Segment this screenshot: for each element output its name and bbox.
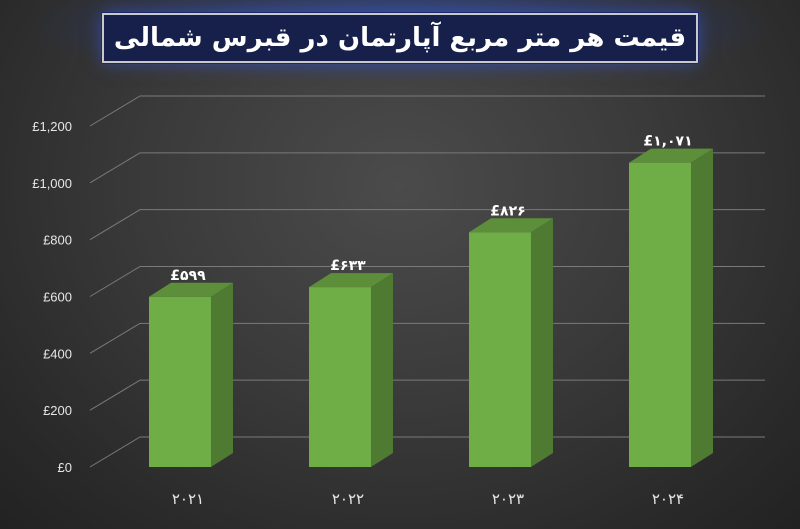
y-tick-label: £1,200 — [32, 119, 72, 134]
bar-top — [309, 273, 393, 288]
gridline — [89, 436, 765, 468]
gridline — [89, 95, 765, 127]
x-category-label: ۲۰۲۳ — [492, 490, 524, 508]
x-category-label: ۲۰۲۴ — [652, 490, 684, 508]
gridline — [89, 266, 765, 297]
y-axis-ticks: £0 £200 £400 £600 £800 £1,000 £1,200 — [32, 119, 72, 475]
y-tick-label: £600 — [43, 290, 72, 305]
bar-front — [469, 232, 531, 467]
bar-front — [309, 287, 371, 467]
y-tick-label: £1,000 — [32, 176, 72, 191]
bar-value-label: £۸۲۶ — [490, 203, 525, 219]
x-axis-categories: ۲۰۲۱ ۲۰۲۲ ۲۰۲۳ ۲۰۲۴ — [172, 490, 684, 508]
bar-top — [629, 148, 713, 163]
y-tick-label: £800 — [43, 233, 72, 248]
bar — [309, 273, 393, 467]
gridline — [89, 379, 765, 411]
gridline — [89, 152, 765, 184]
gridline — [89, 209, 765, 241]
bar-value-label: £۱,۰۷۱ — [643, 134, 692, 150]
bar — [149, 282, 233, 467]
bar-front — [149, 296, 211, 467]
bar-side — [371, 273, 393, 467]
bar-front — [629, 162, 691, 467]
bar-top — [149, 282, 233, 297]
bar-side — [691, 148, 713, 467]
y-tick-label: £0 — [58, 460, 72, 475]
y-tick-label: £400 — [43, 346, 72, 361]
gridlines — [89, 95, 765, 468]
bar-side — [211, 282, 233, 467]
chart-title-box: قیمت هر متر مربع آپارتمان در قبرس شمالی — [102, 13, 698, 63]
bar-value-label: £۵۹۹ — [170, 268, 206, 284]
bar-top — [469, 218, 553, 233]
x-category-label: ۲۰۲۱ — [172, 490, 204, 508]
bars: £۵۹۹ £۶۳۳ £۸۲۶ £۱,۰۷۱ — [149, 134, 713, 467]
bar — [469, 218, 553, 467]
chart-title: قیمت هر متر مربع آپارتمان در قبرس شمالی — [113, 23, 687, 53]
y-tick-label: £200 — [43, 403, 72, 418]
bar-side — [531, 218, 553, 467]
gridline — [89, 322, 765, 354]
bar-value-label: £۶۳۳ — [330, 258, 366, 274]
x-category-label: ۲۰۲۲ — [332, 490, 364, 508]
bar — [629, 148, 713, 467]
